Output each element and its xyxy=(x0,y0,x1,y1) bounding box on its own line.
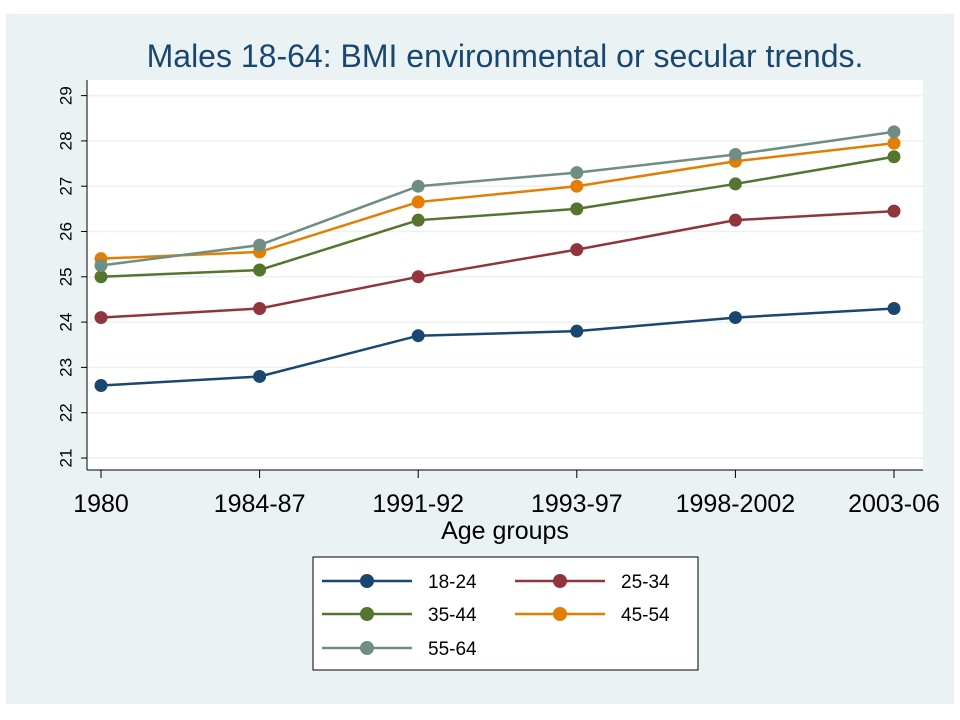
legend-label: 35-44 xyxy=(428,605,477,626)
data-point xyxy=(570,179,584,193)
x-tick-label: 1998-2002 xyxy=(676,490,796,518)
legend-item: 18-24 xyxy=(322,572,477,593)
y-tick-label: 22 xyxy=(56,403,75,422)
data-point xyxy=(411,195,425,209)
x-tick-label: 2003-06 xyxy=(848,490,940,518)
series-25-34 xyxy=(94,204,901,325)
y-tick-label: 24 xyxy=(56,313,75,332)
data-point xyxy=(570,202,584,216)
data-point xyxy=(253,369,267,383)
legend-marker xyxy=(360,607,374,621)
data-point xyxy=(94,258,108,272)
series-line xyxy=(100,130,895,267)
data-point xyxy=(94,270,108,284)
data-point xyxy=(253,263,267,277)
data-point xyxy=(411,270,425,284)
data-point xyxy=(728,311,742,325)
axes: 21 22 23 24 25 26 27 28 29 1980 1984-87 1991-92 1993… xyxy=(56,80,940,518)
data-point xyxy=(411,213,425,227)
data-point xyxy=(728,177,742,191)
legend-label: 55-64 xyxy=(428,639,477,660)
data-point xyxy=(411,179,425,193)
data-point xyxy=(94,311,108,325)
y-tick-label: 28 xyxy=(56,131,75,150)
y-tick-label: 21 xyxy=(56,449,75,468)
series-line xyxy=(100,141,895,260)
x-axis-title: Age groups xyxy=(441,517,569,545)
series-lines xyxy=(94,125,901,393)
legend-item: 55-64 xyxy=(322,639,477,660)
legend-marker xyxy=(360,574,374,588)
data-point xyxy=(570,243,584,257)
data-point xyxy=(887,150,901,164)
legend-item: 35-44 xyxy=(322,605,477,626)
series-18-24 xyxy=(94,302,901,393)
legend-label: 45-54 xyxy=(621,605,670,626)
x-tick-label: 1991-92 xyxy=(372,490,464,518)
series-line xyxy=(100,155,895,279)
series-line xyxy=(100,209,895,319)
data-point xyxy=(411,329,425,343)
data-point xyxy=(94,379,108,393)
y-tick-label: 23 xyxy=(56,358,75,377)
x-tick-label: 1984-87 xyxy=(214,490,306,518)
x-tick-label: 1993-97 xyxy=(531,490,623,518)
gridlines xyxy=(87,94,923,459)
legend-entries: 18-24 25-34 35-44 45-54 55-64 xyxy=(322,572,670,660)
series-55-64 xyxy=(94,125,901,272)
legend-label: 18-24 xyxy=(428,572,477,593)
data-point xyxy=(887,125,901,139)
data-point xyxy=(887,204,901,218)
data-point xyxy=(570,324,584,338)
data-point xyxy=(728,147,742,161)
legend-item: 25-34 xyxy=(515,572,670,593)
data-point xyxy=(570,166,584,180)
plot-area xyxy=(87,80,923,470)
legend-item: 45-54 xyxy=(515,605,670,626)
y-tick-label: 26 xyxy=(56,222,75,241)
x-tick-label: 1980 xyxy=(73,490,129,518)
legend-marker xyxy=(553,574,567,588)
chart-title: Males 18-64: BMI environmental or secula… xyxy=(147,38,864,74)
y-tick-label: 27 xyxy=(56,177,75,196)
data-point xyxy=(887,302,901,316)
data-point xyxy=(253,238,267,252)
data-point xyxy=(253,302,267,316)
data-point xyxy=(887,136,901,150)
series-35-44 xyxy=(94,150,901,284)
data-point xyxy=(728,213,742,227)
y-tick-label: 29 xyxy=(56,86,75,105)
legend-label: 25-34 xyxy=(621,572,670,593)
legend-marker xyxy=(553,607,567,621)
legend-marker xyxy=(360,641,374,655)
y-tick-label: 25 xyxy=(56,267,75,286)
series-line xyxy=(100,307,895,387)
